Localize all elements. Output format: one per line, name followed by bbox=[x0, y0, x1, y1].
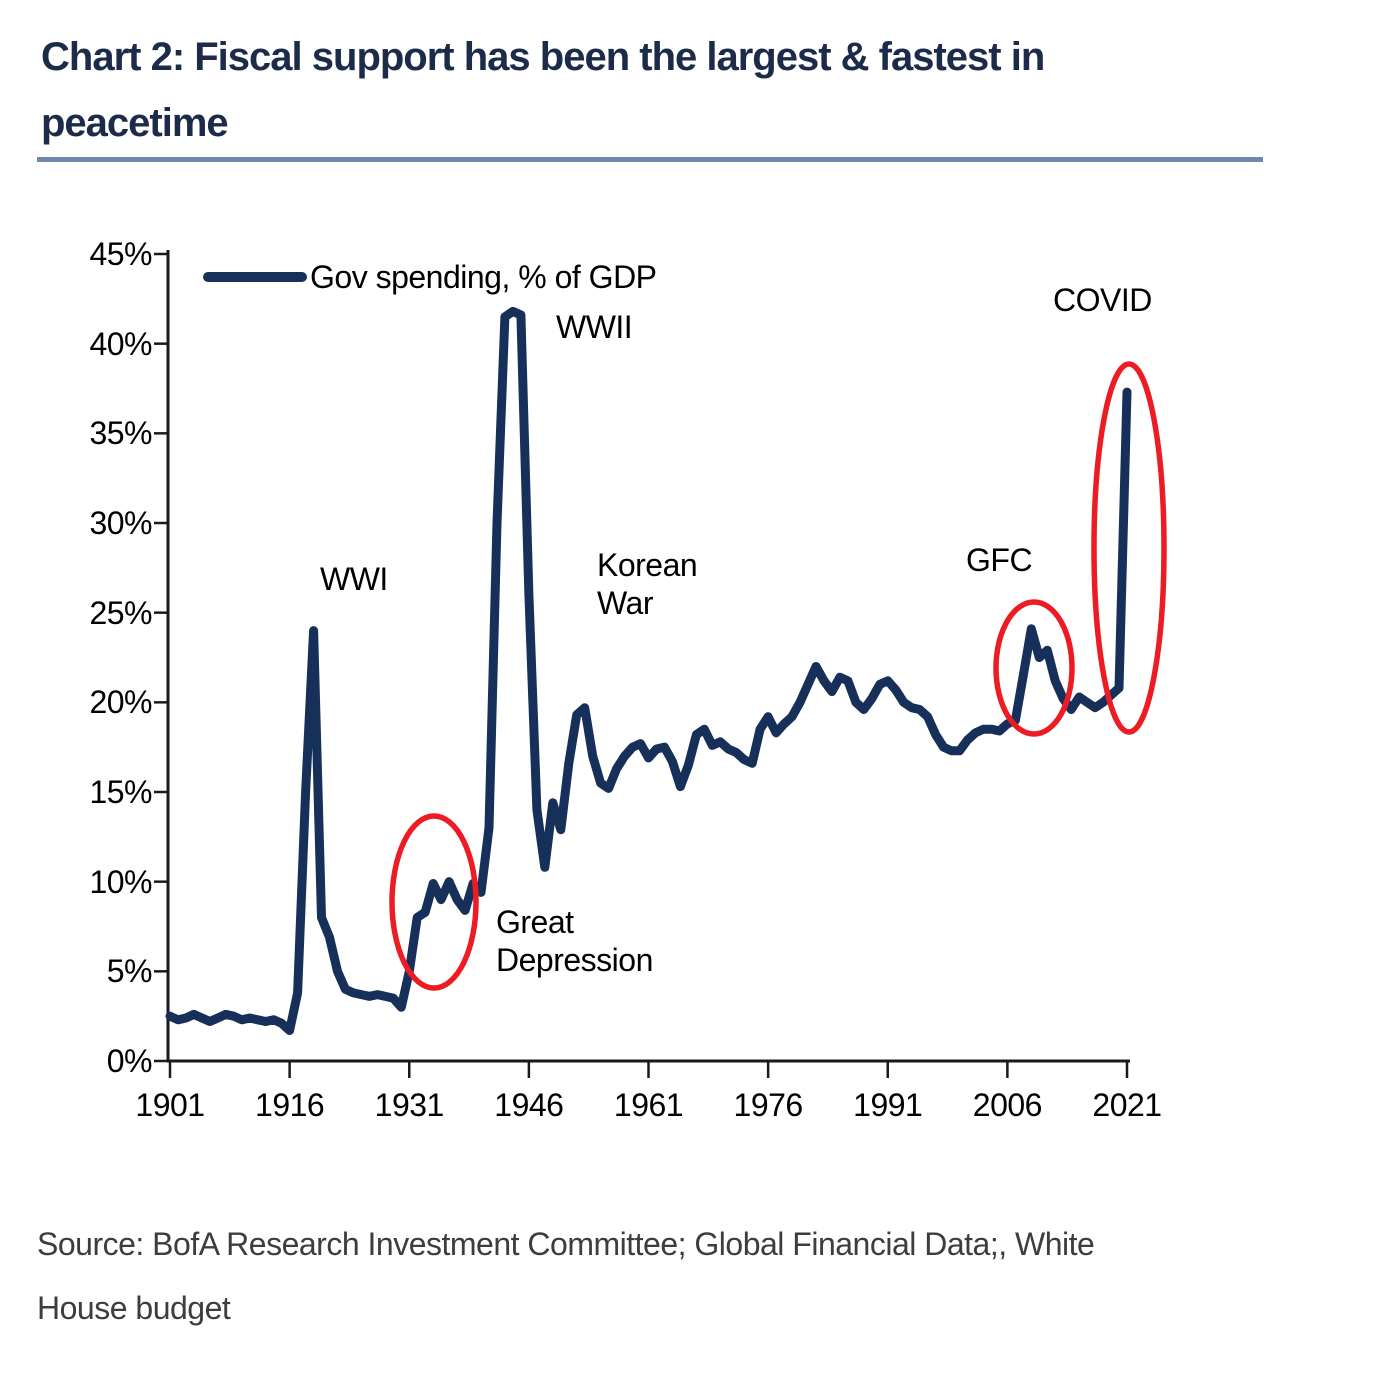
x-tick-label-1946: 1946 bbox=[494, 1087, 564, 1123]
annotation-korean-war: Korean War bbox=[597, 547, 698, 621]
x-tick-label-1931: 1931 bbox=[374, 1087, 445, 1123]
source-line-2: House budget bbox=[37, 1290, 231, 1326]
y-tick-label-0: 0% bbox=[106, 1043, 153, 1079]
annotation-gfc: GFC bbox=[966, 542, 1033, 578]
source-note: Source: BofA Research Investment Committ… bbox=[37, 1212, 1317, 1340]
y-tick-label-15: 15% bbox=[89, 774, 152, 810]
annotation-covid: COVID bbox=[1053, 282, 1152, 318]
y-tick-label-20: 20% bbox=[89, 684, 152, 721]
y-tick-label-10: 10% bbox=[89, 863, 152, 900]
chart-title-line-1: Chart 2: Fiscal support has been the lar… bbox=[41, 35, 1045, 79]
chart-title: Chart 2: Fiscal support has been the lar… bbox=[41, 24, 1241, 156]
x-tick-label-1916: 1916 bbox=[255, 1087, 325, 1123]
x-tick-label-1991: 1991 bbox=[853, 1087, 923, 1123]
annotation-wwi: WWI bbox=[320, 561, 388, 597]
source-line-1: Source: BofA Research Investment Committ… bbox=[37, 1226, 1095, 1262]
x-tick-label-1976: 1976 bbox=[733, 1087, 804, 1123]
chart-title-line-2: peacetime bbox=[41, 101, 229, 145]
highlight-ellipse-great-depression bbox=[389, 813, 479, 991]
y-tick-label-25: 25% bbox=[89, 594, 152, 631]
y-tick-label-35: 35% bbox=[89, 415, 152, 452]
y-tick-label-40: 40% bbox=[89, 325, 152, 362]
highlight-ellipse-covid bbox=[1091, 361, 1167, 735]
series-line bbox=[165, 306, 1132, 1035]
y-tick-label-5: 5% bbox=[106, 953, 153, 990]
x-tick-label-1961: 1961 bbox=[613, 1087, 684, 1123]
annotation-wwii: WWII bbox=[556, 309, 633, 345]
highlight-ellipse-gfc bbox=[993, 599, 1075, 737]
x-tick-label-2021: 2021 bbox=[1092, 1087, 1162, 1123]
y-tick-label-30: 30% bbox=[89, 505, 152, 541]
annotation-great-depression: Great Depression bbox=[496, 904, 653, 978]
x-tick-label-1901: 1901 bbox=[135, 1087, 205, 1123]
legend-label: Gov spending, % of GDP bbox=[310, 259, 657, 295]
y-tick-label-45: 45% bbox=[89, 236, 152, 272]
title-divider bbox=[37, 157, 1263, 162]
x-tick-label-2006: 2006 bbox=[972, 1087, 1043, 1123]
